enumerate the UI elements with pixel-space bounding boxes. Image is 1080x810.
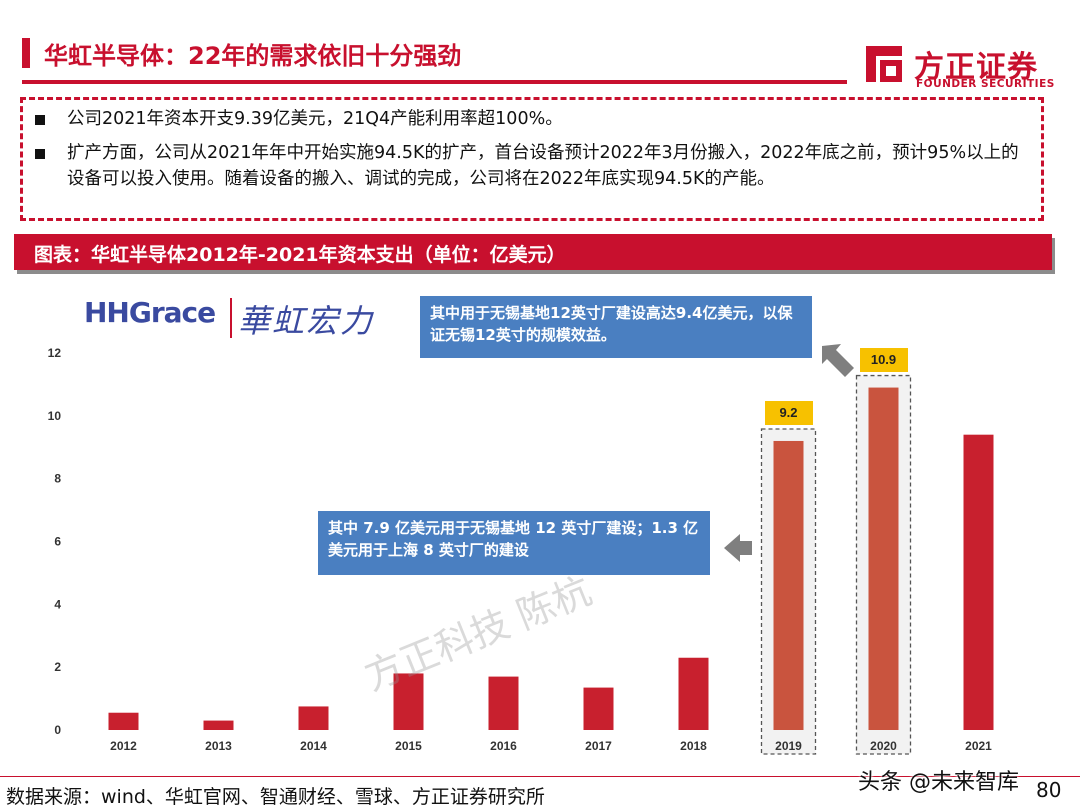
brand-name-en: FOUNDER SECURITIES <box>916 78 1055 90</box>
footer-divider <box>0 776 1080 777</box>
page-number: 80 <box>1036 778 1062 802</box>
bullet-square-icon <box>35 115 45 125</box>
figure-caption: 图表：华虹半导体2012年-2021年资本支出（单位：亿美元） <box>34 244 566 266</box>
x-tick-label: 2019 <box>775 739 802 753</box>
hhgrace-logo: HHGrace <box>84 296 216 329</box>
x-tick-label: 2015 <box>395 739 422 753</box>
bar-2017 <box>583 687 614 730</box>
data-source: 数据来源：wind、华虹官网、智通财经、雪球、方正证券研究所 <box>6 786 545 808</box>
brand-logo: 方正证券 FOUNDER SECURITIES <box>862 42 1062 92</box>
data-label-2020: 10.9 <box>859 347 908 372</box>
bar-2020 <box>868 387 899 730</box>
bar-2015 <box>393 673 424 730</box>
figure-caption-bar <box>14 234 1052 270</box>
bar-2018 <box>678 657 709 730</box>
founder-logo-icon <box>866 46 902 82</box>
bullet-square-icon <box>35 149 45 159</box>
bar-2012 <box>108 712 139 730</box>
brand-name-cn: 方正证券 <box>914 50 1038 85</box>
y-tick-label: 8 <box>54 472 61 486</box>
bullet-text: 扩产方面，公司从2021年年中开始实施94.5K的扩产，首台设备预计2022年3… <box>67 143 1019 189</box>
x-axis: 2012 2013 2014 2015 2016 2017 2018 2019 2020 2021 <box>110 739 992 753</box>
title-divider <box>22 80 847 84</box>
arrow-icon <box>822 344 854 377</box>
logo-separator <box>230 298 232 338</box>
data-label-2019: 9.2 <box>764 400 813 425</box>
y-tick-label: 0 <box>54 723 61 737</box>
annotation-2020: 其中用于无锡基地12英寸厂建设高达9.4亿美元，以保证无锡12英寸的规模效益。 <box>420 296 812 358</box>
credit-watermark: 头条 @未来智库 <box>858 770 1019 795</box>
x-tick-label: 2013 <box>205 739 232 753</box>
y-tick-label: 10 <box>48 409 62 423</box>
bar-2016 <box>488 676 519 730</box>
annotation-2019: 其中 7.9 亿美元用于无锡基地 12 英寸厂建设；1.3 亿美元用于上海 8 … <box>318 511 710 575</box>
bullet-item: 扩产方面，公司从2021年年中开始实施94.5K的扩产，首台设备预计2022年3… <box>35 140 1035 192</box>
x-tick-label: 2016 <box>490 739 517 753</box>
y-tick-label: 4 <box>54 597 61 611</box>
bars <box>108 387 994 730</box>
hhgrace-logo-cn: 華虹宏力 <box>238 302 375 340</box>
page-title: 华虹半导体：22年的需求依旧十分强劲 <box>44 42 462 70</box>
bar-2014 <box>298 706 329 730</box>
x-tick-label: 2017 <box>585 739 612 753</box>
y-tick-label: 12 <box>48 346 62 360</box>
y-tick-label: 2 <box>54 660 61 674</box>
bar-2013 <box>203 720 234 730</box>
arrow-icon <box>724 534 752 562</box>
x-tick-label: 2021 <box>965 739 992 753</box>
bar-2019 <box>773 440 804 730</box>
arrows <box>724 344 854 562</box>
title-accent-bar <box>22 38 30 68</box>
bar-2021 <box>963 434 994 730</box>
bullet-item: 公司2021年资本开支9.39亿美元，21Q4产能利用率超100%。 <box>35 106 1035 132</box>
x-tick-label: 2014 <box>300 739 327 753</box>
x-tick-label: 2020 <box>870 739 897 753</box>
x-tick-label: 2012 <box>110 739 137 753</box>
y-tick-label: 6 <box>54 535 61 549</box>
x-tick-label: 2018 <box>680 739 707 753</box>
bullet-text: 公司2021年资本开支9.39亿美元，21Q4产能利用率超100%。 <box>67 109 563 129</box>
y-axis: 0 2 4 6 8 10 12 <box>48 346 62 737</box>
summary-box: 公司2021年资本开支9.39亿美元，21Q4产能利用率超100%。 扩产方面，… <box>20 97 1044 221</box>
